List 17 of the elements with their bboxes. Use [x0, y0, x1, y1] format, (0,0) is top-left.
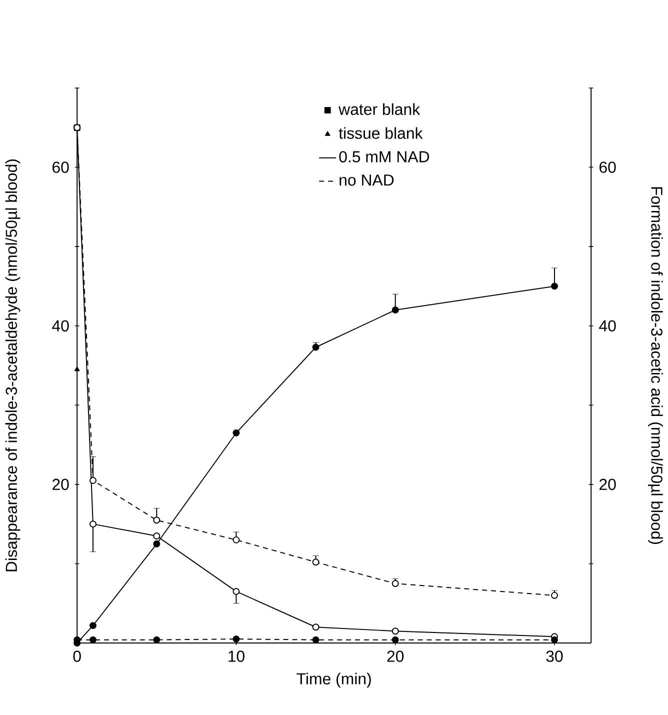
y-axis-title: Disappearance of indole-3-acetaldehyde (nmol/50µl blood) [5, 160, 20, 572]
legend-label: water blank [338, 103, 420, 115]
x-tick-label: 30 [546, 650, 563, 662]
y-tick-label: 20 [52, 478, 69, 490]
y2-tick-label: 60 [599, 162, 616, 173]
legend-label: no NAD [340, 174, 394, 186]
y-tick-label: 60 [52, 162, 69, 173]
y2-tick-label: 20 [599, 478, 616, 490]
x-axis-title: Time (min) [296, 672, 371, 688]
y2-tick-label: 40 [599, 320, 616, 332]
y2-axis-title: Formation of indole-3-acetic acid (nmol/50µl blood) [648, 187, 663, 544]
x-tick-label: 20 [387, 650, 404, 662]
x-tick-label: 10 [228, 650, 244, 662]
x-tick-label: 0 [73, 650, 81, 662]
y-tick-label: 40 [52, 320, 69, 332]
legend-label: 0.5 mM NAD [339, 151, 429, 162]
legend-label: tissue blank [338, 127, 423, 139]
